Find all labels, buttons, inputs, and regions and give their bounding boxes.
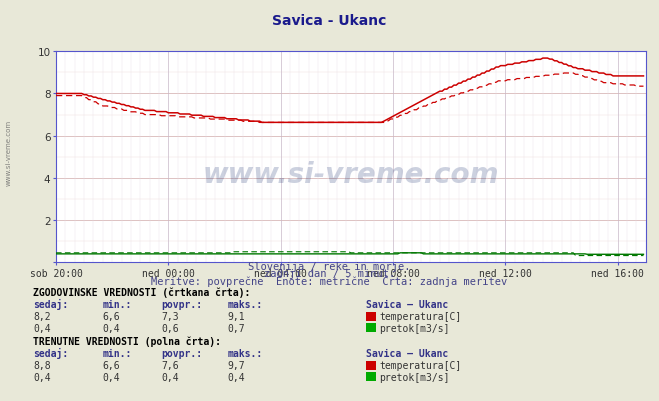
Text: Savica – Ukanc: Savica – Ukanc — [366, 300, 448, 310]
Text: 9,7: 9,7 — [227, 360, 245, 371]
Text: pretok[m3/s]: pretok[m3/s] — [379, 323, 449, 333]
Text: pretok[m3/s]: pretok[m3/s] — [379, 372, 449, 382]
Text: 0,4: 0,4 — [33, 323, 51, 333]
Text: Savica - Ukanc: Savica - Ukanc — [272, 14, 387, 28]
Text: 6,6: 6,6 — [102, 360, 120, 371]
Text: min.:: min.: — [102, 300, 132, 310]
Text: maks.:: maks.: — [227, 300, 262, 310]
Text: povpr.:: povpr.: — [161, 300, 202, 310]
Text: www.si-vreme.com: www.si-vreme.com — [203, 160, 499, 188]
Text: 0,7: 0,7 — [227, 323, 245, 333]
Text: ZGODOVINSKE VREDNOSTI (črtkana črta):: ZGODOVINSKE VREDNOSTI (črtkana črta): — [33, 287, 250, 298]
Text: Savica – Ukanc: Savica – Ukanc — [366, 348, 448, 358]
Text: www.si-vreme.com: www.si-vreme.com — [5, 119, 12, 185]
Text: 8,2: 8,2 — [33, 312, 51, 322]
Text: 7,6: 7,6 — [161, 360, 179, 371]
Text: 6,6: 6,6 — [102, 312, 120, 322]
Text: 0,6: 0,6 — [161, 323, 179, 333]
Text: temperatura[C]: temperatura[C] — [379, 312, 461, 322]
Text: 0,4: 0,4 — [102, 323, 120, 333]
Text: 9,1: 9,1 — [227, 312, 245, 322]
Text: 0,4: 0,4 — [102, 372, 120, 382]
Text: sedaj:: sedaj: — [33, 348, 68, 358]
Text: temperatura[C]: temperatura[C] — [379, 360, 461, 371]
Text: 0,4: 0,4 — [161, 372, 179, 382]
Text: zadnji dan / 5 minut.: zadnji dan / 5 minut. — [264, 269, 395, 279]
Text: Slovenija / reke in morje.: Slovenija / reke in morje. — [248, 261, 411, 271]
Text: 0,4: 0,4 — [33, 372, 51, 382]
Text: povpr.:: povpr.: — [161, 348, 202, 358]
Text: TRENUTNE VREDNOSTI (polna črta):: TRENUTNE VREDNOSTI (polna črta): — [33, 336, 221, 346]
Text: 7,3: 7,3 — [161, 312, 179, 322]
Text: maks.:: maks.: — [227, 348, 262, 358]
Text: sedaj:: sedaj: — [33, 299, 68, 310]
Text: 0,4: 0,4 — [227, 372, 245, 382]
Text: min.:: min.: — [102, 348, 132, 358]
Text: Meritve: povprečne  Enote: metrične  Črta: zadnja meritev: Meritve: povprečne Enote: metrične Črta:… — [152, 274, 507, 286]
Text: 8,8: 8,8 — [33, 360, 51, 371]
